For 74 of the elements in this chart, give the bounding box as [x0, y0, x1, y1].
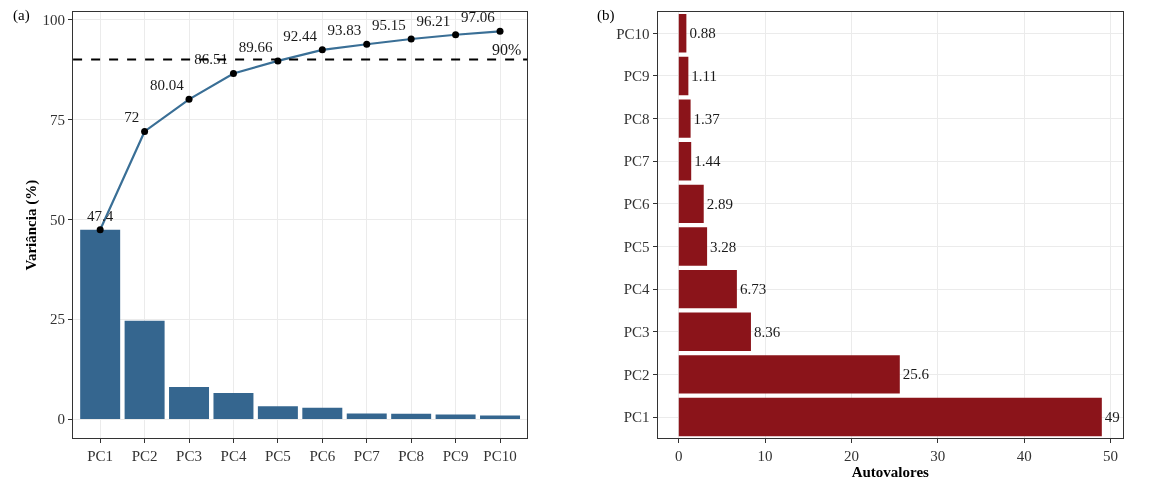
text: (a)	[13, 7, 30, 24]
data-label: 93.83	[327, 22, 362, 39]
x-axis-title: Autovalores	[851, 464, 930, 481]
bar	[80, 229, 121, 420]
x-tick-label: PC7	[353, 448, 381, 465]
bar	[678, 56, 689, 96]
y-tick-label: PC5	[623, 238, 650, 255]
x-tick-label: PC8	[398, 448, 425, 465]
y-tick-label: PC10	[616, 25, 650, 42]
data-label: 92.44	[283, 27, 318, 44]
data-label: 1.37	[693, 110, 721, 127]
x-tick-label: 10	[757, 448, 773, 465]
y-tick-label: PC6	[623, 196, 651, 213]
data-label: 6.73	[739, 281, 767, 298]
y-tick-label: 100	[42, 11, 66, 28]
x-tick-label: PC3	[176, 448, 202, 465]
bar	[678, 312, 751, 351]
bar	[678, 227, 708, 266]
y-tick-label: PC8	[623, 110, 650, 127]
x-tick-label: PC5	[264, 448, 291, 465]
data-label: 1.11	[691, 67, 718, 84]
y-axis-title: Variância (%)	[22, 179, 40, 271]
bar	[678, 355, 900, 394]
bar	[391, 413, 432, 420]
data-label: 0.88	[689, 25, 716, 42]
y-tick-label: PC3	[623, 324, 650, 341]
data-label: 8.36	[753, 323, 781, 340]
bar	[678, 99, 691, 138]
data-label: 3.28	[710, 238, 737, 255]
y-tick-label: 75	[50, 111, 66, 128]
data-label: 72	[124, 109, 140, 126]
bar	[169, 387, 210, 420]
bar	[480, 415, 521, 420]
data-label: 49	[1104, 409, 1120, 426]
y-tick-label: 25	[50, 311, 66, 328]
x-tick-label: 30	[930, 448, 946, 465]
bar	[346, 413, 387, 420]
data-label: 80.04	[149, 77, 185, 94]
data-label: 96.21	[416, 12, 451, 29]
y-tick-label: PC1	[623, 409, 650, 426]
bar	[678, 397, 1102, 437]
bar	[678, 14, 687, 53]
x-tick-label: PC1	[87, 448, 114, 465]
bar	[213, 393, 254, 420]
data-label: 95.15	[372, 16, 406, 33]
y-tick-label: PC4	[623, 281, 651, 298]
x-tick-label: PC4	[220, 448, 247, 465]
x-tick-label: 50	[1102, 448, 1118, 465]
ref-line-label: 90%	[492, 41, 522, 58]
text: (b)	[597, 7, 615, 24]
bar	[678, 184, 704, 224]
data-label: 2.89	[706, 195, 733, 212]
data-label: 89.66	[238, 38, 274, 55]
x-tick-label: 40	[1016, 448, 1032, 465]
y-tick-label: 0	[57, 411, 66, 428]
x-tick-label: PC6	[309, 448, 336, 465]
bar	[302, 407, 343, 420]
y-tick-label: 50	[50, 211, 66, 228]
bar	[257, 406, 298, 420]
x-tick-label: 0	[675, 448, 683, 465]
data-label: 25.6	[902, 366, 930, 383]
data-label: 1.44	[694, 153, 721, 170]
x-tick-label: PC10	[483, 448, 517, 465]
x-tick-label: 20	[843, 448, 859, 465]
bar	[124, 320, 165, 420]
y-tick-label: PC2	[623, 366, 650, 383]
y-tick-label: PC7	[623, 153, 651, 170]
bar	[678, 269, 737, 309]
bar	[678, 142, 692, 181]
x-tick-label: PC9	[442, 448, 469, 465]
y-tick-label: PC9	[623, 68, 650, 85]
x-tick-label: PC2	[131, 448, 158, 465]
data-label: 97.06	[460, 9, 496, 26]
bar	[435, 414, 476, 420]
